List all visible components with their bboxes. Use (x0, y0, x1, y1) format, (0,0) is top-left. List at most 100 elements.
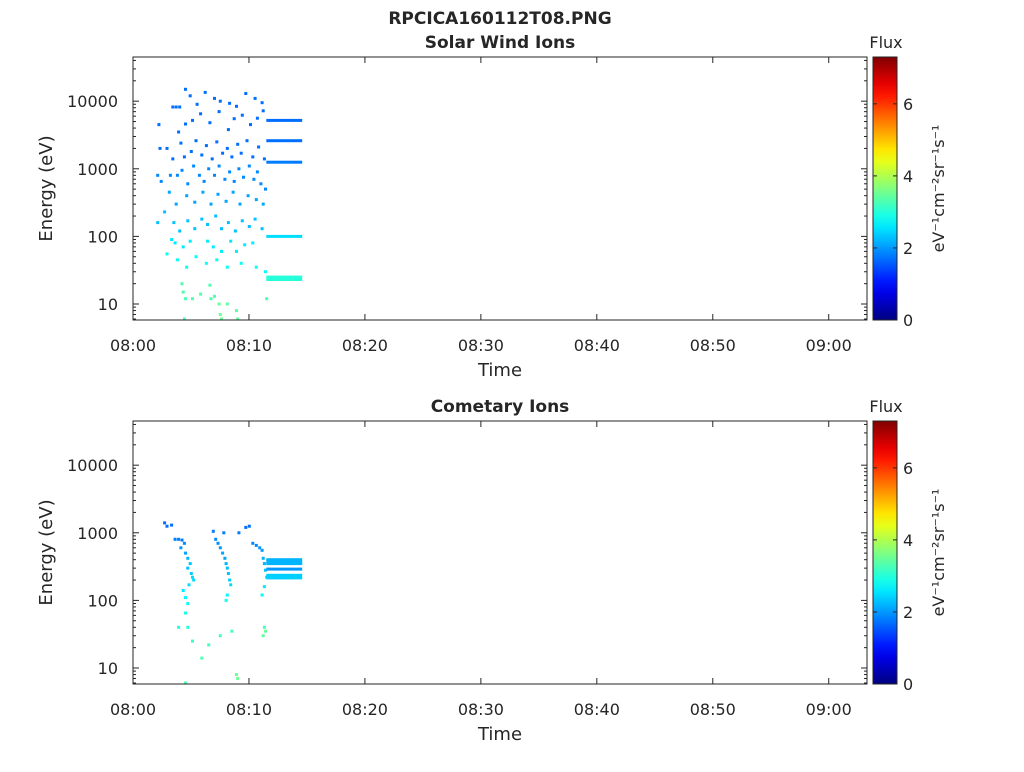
data-point (156, 173, 160, 177)
data-point (237, 531, 241, 535)
data-point (249, 123, 252, 127)
data-point (206, 239, 210, 243)
data-point (254, 543, 258, 547)
data-point (221, 551, 225, 555)
data-point (200, 153, 204, 157)
data-point (230, 155, 234, 159)
data-point (232, 117, 236, 121)
data-point (208, 283, 212, 287)
data-point (251, 541, 255, 545)
energy-band (266, 562, 303, 566)
data-point (171, 105, 175, 109)
data-point (238, 202, 242, 206)
data-point (188, 562, 192, 566)
colorbar-label: eV⁻¹cm⁻²sr⁻¹s⁻¹ (929, 125, 948, 253)
plot-area (132, 56, 868, 321)
data-point (223, 556, 227, 560)
data-point (236, 317, 240, 321)
data-point (180, 282, 184, 286)
panel-solar-wind-ions: Solar Wind Ions 08:00 08:10 08:20 08:30 08:40… (36, 33, 948, 381)
energy-band (266, 278, 303, 281)
data-point (200, 656, 204, 660)
colorbar-tick-label: 2 (903, 239, 913, 258)
y-tick-label: 1000 (77, 524, 118, 543)
data-point (222, 531, 226, 535)
data-point (255, 116, 259, 120)
x-tick-label: 08:00 (110, 336, 156, 355)
data-point (254, 265, 258, 269)
data-point (177, 537, 181, 541)
data-point (163, 210, 167, 214)
data-point (228, 170, 232, 174)
data-point (214, 214, 218, 218)
data-point (163, 521, 167, 525)
colorbar (872, 56, 898, 321)
data-point (177, 625, 181, 629)
data-point (165, 252, 169, 256)
data-point (252, 177, 256, 181)
data-point (167, 190, 171, 194)
data-point (184, 596, 187, 600)
data-point (171, 157, 175, 161)
data-point (217, 164, 221, 168)
x-tick-label: 08:00 (110, 700, 156, 719)
data-point (165, 524, 169, 528)
data-point (158, 146, 162, 150)
data-point (247, 524, 251, 528)
data-point (226, 221, 230, 225)
data-point (191, 118, 194, 122)
energy-band (266, 573, 303, 577)
data-point (220, 317, 223, 321)
data-point (195, 102, 199, 106)
data-point (229, 239, 233, 243)
data-point (261, 109, 265, 113)
data-point (168, 173, 172, 177)
data-point (262, 585, 266, 589)
energy-band (266, 560, 303, 564)
data-point (209, 202, 213, 206)
x-axis-label: Time (477, 724, 522, 745)
x-tick-label: 08:50 (690, 700, 736, 719)
y-tick-label: 1000 (77, 160, 118, 179)
data-point (225, 302, 229, 306)
data-point (173, 537, 177, 541)
colorbar-tick-label: 0 (903, 675, 913, 694)
energy-band (266, 576, 303, 580)
data-point (204, 144, 208, 148)
data-point (259, 182, 263, 186)
data-point (159, 179, 163, 183)
data-point (165, 146, 169, 150)
data-point (218, 313, 222, 316)
data-point (226, 572, 230, 575)
data-point (215, 258, 219, 262)
colorbar-tick-label: 6 (903, 459, 913, 478)
data-point (235, 249, 238, 253)
data-point (170, 238, 174, 241)
data-point (264, 629, 267, 633)
x-tick-label: 08:40 (574, 336, 620, 355)
data-point (262, 562, 266, 566)
data-point (235, 309, 238, 313)
data-point (191, 297, 194, 301)
colorbar-tick-label: 2 (903, 603, 913, 622)
data-point (208, 121, 212, 125)
colorbar-tick-label: 6 (903, 95, 913, 114)
data-point (235, 673, 238, 677)
data-point (178, 229, 182, 233)
y-tick-label: 100 (87, 227, 118, 246)
data-point (174, 105, 178, 109)
data-point (246, 194, 250, 198)
data-point (225, 593, 229, 597)
colorbar-label: eV⁻¹cm⁻²sr⁻¹s⁻¹ (929, 489, 948, 617)
data-point (210, 157, 214, 161)
data-point (185, 194, 189, 198)
colorbar-title: Flux (869, 397, 902, 416)
data-point (175, 173, 179, 177)
data-point (188, 239, 192, 243)
data-point (179, 546, 183, 550)
data-point (182, 541, 186, 545)
data-point (189, 572, 193, 575)
data-point (239, 261, 243, 265)
data-point (231, 190, 235, 194)
data-point (184, 551, 187, 555)
